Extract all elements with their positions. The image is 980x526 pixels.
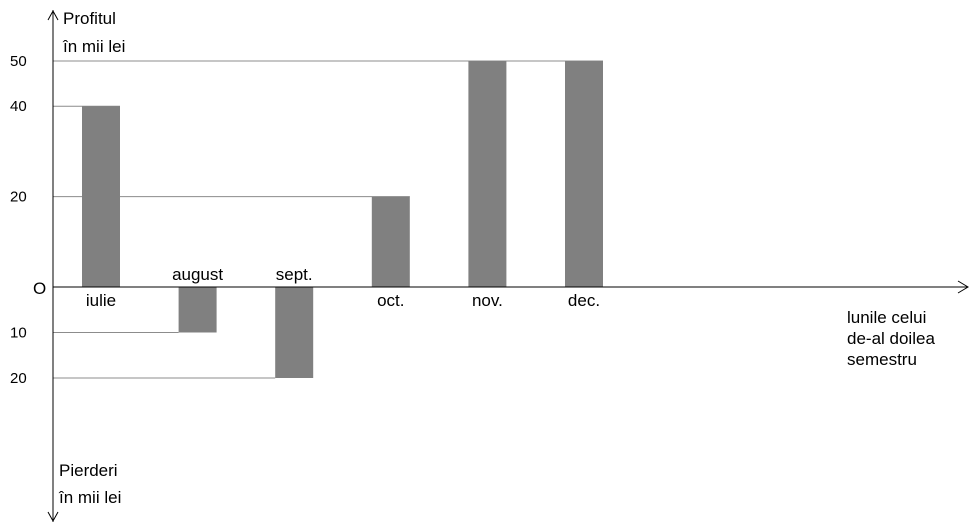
bar-nov <box>468 61 507 287</box>
y-axis-down-arrow <box>47 511 59 523</box>
tick-label-40: 40 <box>10 98 27 115</box>
x-axis-label-line2: de-al doilea <box>847 329 935 348</box>
category-label-august: august <box>172 265 223 284</box>
y-axis-up-arrow <box>47 9 59 21</box>
axes <box>47 9 969 523</box>
tick-labels: 20 40 50 10 20 <box>10 53 27 387</box>
y-axis-positive-label-line2: în mii lei <box>62 37 125 56</box>
origin-label: O <box>33 279 46 298</box>
category-labels: iulie august sept. oct. nov. dec. <box>86 265 600 310</box>
tick-label-20: 20 <box>10 189 27 206</box>
tick-label-neg20: 20 <box>10 370 27 387</box>
x-axis-label-line3: semestru <box>847 350 917 369</box>
y-axis-negative-label-line1: Pierderi <box>59 461 118 480</box>
bar-august <box>178 287 217 333</box>
bar-iulie <box>82 106 120 287</box>
bars <box>82 61 603 378</box>
tick-label-50: 50 <box>10 53 27 70</box>
x-axis-label-line1: lunile celui <box>847 308 926 327</box>
bar-sept <box>275 287 314 378</box>
guide-lines <box>53 60 603 379</box>
category-label-iulie: iulie <box>86 291 116 310</box>
category-label-oct: oct. <box>377 291 404 310</box>
category-label-sept: sept. <box>276 265 313 284</box>
bar-dec <box>565 61 603 287</box>
tick-label-neg10: 10 <box>10 325 27 342</box>
x-axis-arrow <box>957 280 969 294</box>
y-axis-positive-label-line1: Profitul <box>63 9 116 28</box>
y-axis-negative-label-line2: în mii lei <box>58 488 121 507</box>
category-label-dec: dec. <box>568 291 600 310</box>
category-label-nov: nov. <box>472 291 503 310</box>
bar-oct <box>371 196 410 287</box>
